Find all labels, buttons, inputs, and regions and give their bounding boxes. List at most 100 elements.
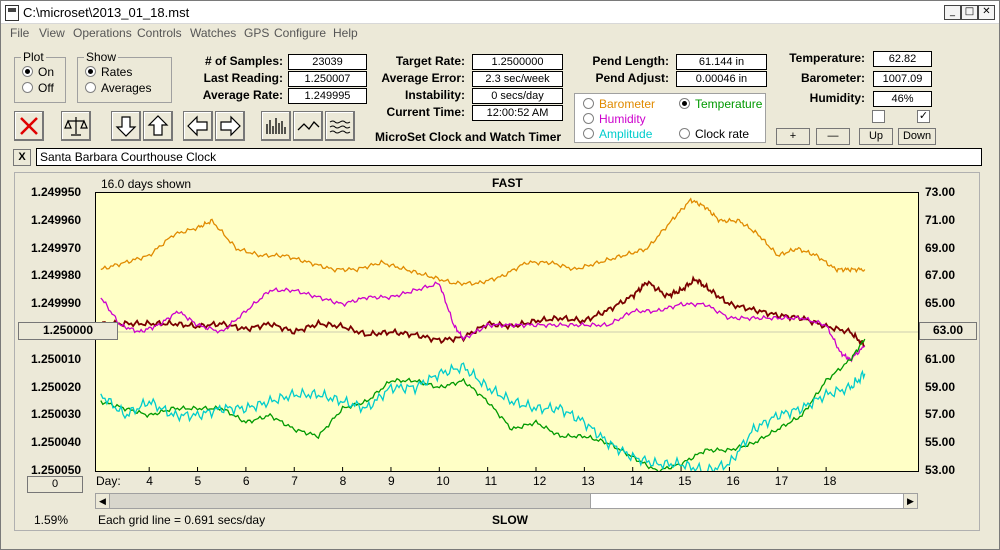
menu-controls[interactable]: Controls: [137, 26, 182, 40]
clock-rate-radio[interactable]: Clock rate: [679, 127, 749, 141]
grid-note: Each grid line = 0.691 secs/day: [98, 513, 266, 527]
amplitude-option-label: Amplitude: [599, 127, 653, 141]
stop-button[interactable]: [14, 111, 44, 141]
scroll-left-arrow-icon[interactable]: ◀: [96, 494, 110, 508]
scale-minus-button[interactable]: —: [816, 128, 850, 145]
instability-field: 0 secs/day: [472, 88, 563, 104]
maximize-button[interactable]: □: [961, 5, 978, 20]
calibrate-button[interactable]: [61, 111, 91, 141]
line-graph-button[interactable]: [293, 111, 323, 141]
menu-help[interactable]: Help: [333, 26, 358, 40]
radio-selected-icon: [85, 66, 96, 77]
pend-length-field[interactable]: 61.144 in: [676, 54, 767, 70]
menu-configure[interactable]: Configure: [274, 26, 327, 40]
left-axis-tick: 1.250040: [31, 435, 82, 450]
series-line-temperature: [100, 338, 866, 474]
scale-down-button[interactable]: Down: [898, 128, 936, 145]
left-axis-tick: 1.249970: [31, 240, 82, 255]
plot-off-radio[interactable]: Off: [22, 81, 54, 95]
menu-watches[interactable]: Watches: [190, 26, 237, 40]
description-field[interactable]: Santa Barbara Courthouse Clock: [36, 148, 982, 166]
scrollbar-thumb[interactable]: [590, 494, 904, 508]
temperature-label: Temperature:: [789, 51, 865, 65]
average-error-label: Average Error:: [381, 71, 465, 85]
right-axis-tick: 53.00: [925, 463, 956, 477]
percent-label: 1.59%: [34, 513, 69, 527]
scale-up-button[interactable]: Up: [859, 128, 893, 145]
humidity-label: Humidity:: [809, 91, 865, 105]
program-name: MicroSet Clock and Watch Timer: [375, 130, 562, 144]
arrow-up-icon: [147, 115, 169, 136]
target-rate-field[interactable]: 1.2500000: [472, 54, 563, 70]
balance-scale-icon: [64, 117, 88, 136]
left-axis-tick: 1.249990: [31, 296, 82, 311]
series-line-amplitude: [100, 362, 866, 475]
barometer-radio[interactable]: Barometer: [583, 97, 655, 111]
day-tick-label: 16: [726, 474, 740, 488]
day-tick-label: 8: [339, 474, 347, 488]
right-axis-tick: 65.00: [925, 296, 956, 311]
waveform-button[interactable]: [325, 111, 355, 141]
arrow-left-icon: [187, 115, 208, 137]
horizontal-scrollbar[interactable]: ◀ ▶: [95, 493, 918, 509]
right-axis-tick: 71.00: [925, 212, 956, 227]
clear-description-button[interactable]: X: [13, 149, 31, 166]
show-rates-radio[interactable]: Rates: [85, 65, 132, 79]
arrow-down-button[interactable]: [111, 111, 141, 141]
chart-plot-area: [95, 192, 919, 475]
temperature-option-label: Temperature: [695, 97, 763, 111]
scroll-right-arrow-icon[interactable]: ▶: [903, 494, 917, 508]
close-window-button[interactable]: ✕: [978, 5, 995, 20]
right-axis-tick: 57.00: [925, 407, 956, 422]
day-tick-label: 7: [291, 474, 298, 488]
checkbox-2[interactable]: ✓: [917, 110, 930, 123]
amplitude-radio[interactable]: Amplitude: [583, 127, 652, 141]
arrow-left-button[interactable]: [183, 111, 213, 141]
day-tick-label: 13: [581, 474, 595, 488]
menu-gps[interactable]: GPS: [244, 26, 270, 40]
plot-on-radio[interactable]: On: [22, 65, 54, 79]
samples-label: # of Samples:: [204, 54, 283, 68]
right-center-button[interactable]: 63.00: [919, 322, 977, 340]
left-axis-tick: 1.250010: [31, 351, 82, 366]
right-axis-tick: 59.00: [925, 379, 956, 394]
radio-icon: [583, 98, 594, 109]
humidity-field: 46%: [873, 91, 932, 107]
average-error-field: 2.3 sec/week: [472, 71, 563, 87]
left-center-button[interactable]: 1.250000: [18, 322, 118, 340]
radio-selected-icon: [22, 66, 33, 77]
average-rate-label: Average Rate:: [202, 88, 283, 102]
day-tick-label: 18: [823, 474, 837, 488]
day-tick-label: 9: [387, 474, 395, 488]
histogram-button[interactable]: [261, 111, 291, 141]
menu-view[interactable]: View: [39, 26, 65, 40]
pend-adjust-label: Pend Adjust:: [595, 71, 669, 85]
humidity-radio[interactable]: Humidity: [583, 112, 646, 126]
day-tick-label: 14: [629, 474, 644, 488]
barometer-option-label: Barometer: [599, 97, 656, 111]
radio-icon: [85, 82, 96, 93]
show-averages-label: Averages: [101, 81, 152, 95]
barometer-field: 1007.09: [873, 71, 932, 87]
temperature-radio[interactable]: Temperature: [679, 97, 762, 111]
graph-panel: [14, 172, 980, 531]
temperature-field: 62.82: [873, 51, 932, 67]
bottom-left-button[interactable]: 0: [27, 476, 83, 493]
humidity-option-label: Humidity: [599, 112, 646, 126]
arrow-right-button[interactable]: [215, 111, 245, 141]
series-line-humidity: [100, 281, 866, 363]
arrow-up-button[interactable]: [143, 111, 173, 141]
waveform-icon: [329, 120, 351, 134]
menu-operations[interactable]: Operations: [73, 26, 132, 40]
pend-adjust-field: 0.00046 in: [676, 71, 767, 87]
right-axis-tick: 67.00: [925, 268, 956, 283]
chart-svg: [96, 197, 918, 475]
radio-icon: [583, 113, 594, 124]
target-rate-label: Target Rate:: [395, 54, 465, 68]
day-tick-label: 10: [436, 474, 450, 488]
menu-file[interactable]: File: [10, 26, 30, 40]
show-averages-radio[interactable]: Averages: [85, 81, 151, 95]
checkbox-1[interactable]: [872, 110, 885, 123]
minimize-button[interactable]: _: [944, 5, 961, 20]
scale-plus-button[interactable]: +: [776, 128, 810, 145]
